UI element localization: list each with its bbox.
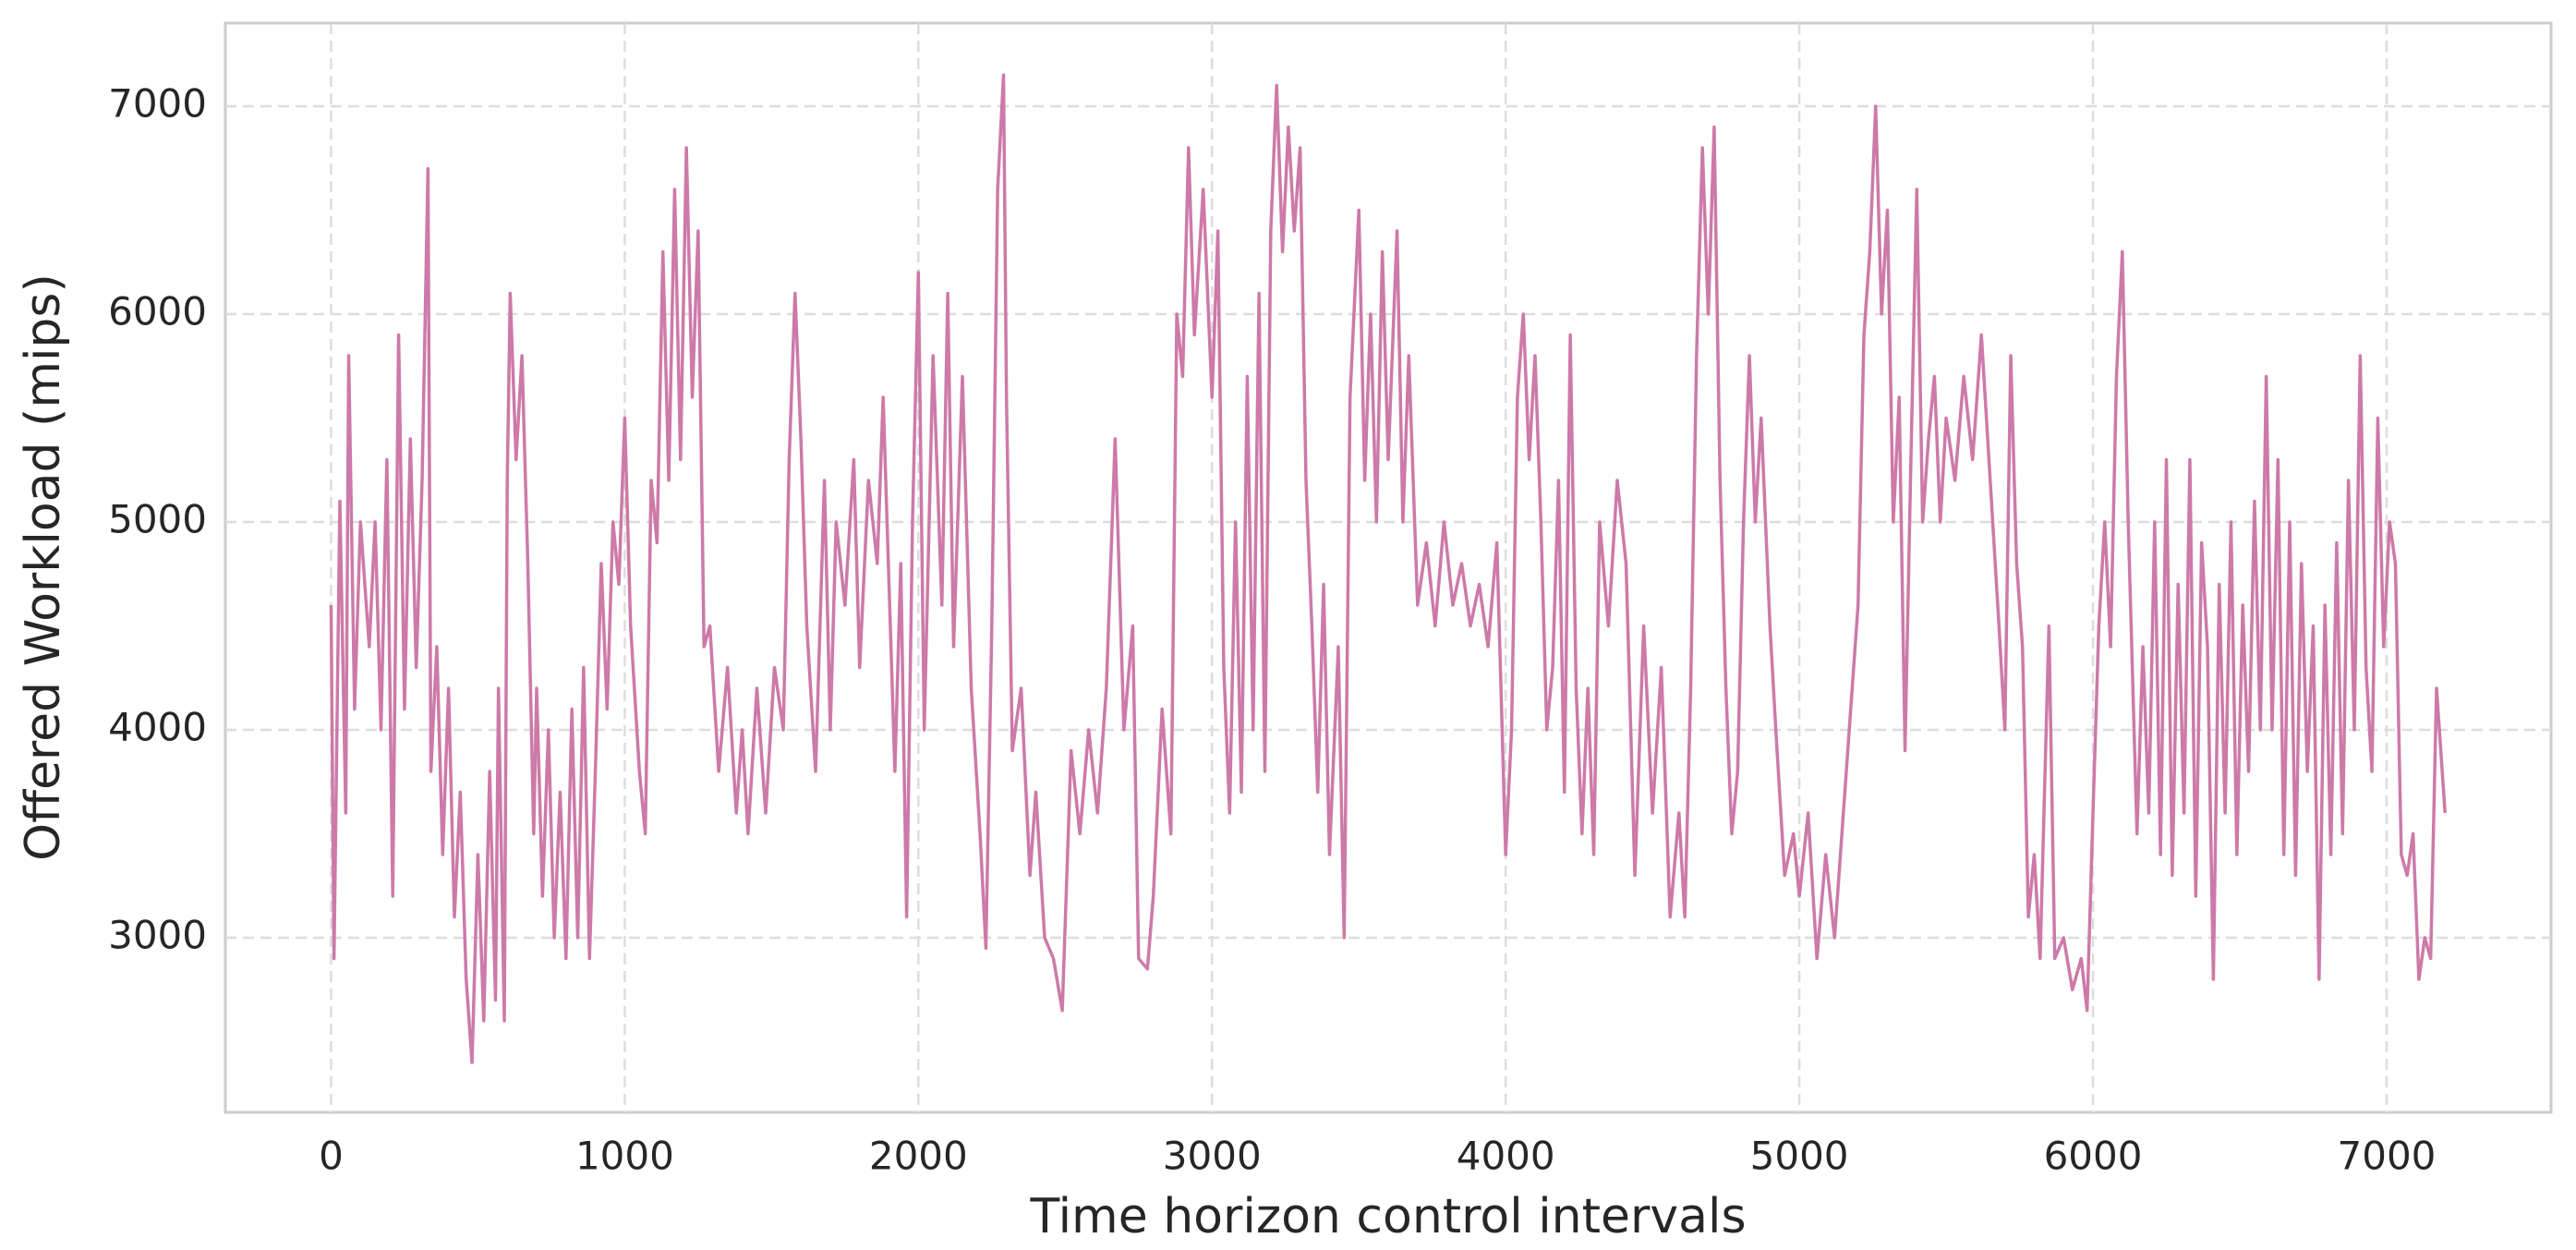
line bbox=[329, 73, 2447, 1064]
x-axis-label: Time horizon control intervals bbox=[1029, 1189, 1746, 1244]
y-tick-label: 7000 bbox=[108, 81, 207, 127]
y-tick-label: 6000 bbox=[108, 289, 207, 334]
y-tick-label: 5000 bbox=[108, 497, 207, 542]
x-tick-label: 4000 bbox=[1457, 1134, 1555, 1179]
x-tick-label: 2000 bbox=[869, 1134, 968, 1179]
x-tick-label: 1000 bbox=[575, 1134, 674, 1179]
x-tick-label: 7000 bbox=[2338, 1134, 2437, 1179]
x-tick-label: 3000 bbox=[1163, 1134, 1262, 1179]
y-tick-label: 3000 bbox=[108, 913, 207, 958]
y-axis-label: Offered Workload (mips) bbox=[16, 273, 71, 861]
y-tick-label: 4000 bbox=[108, 705, 207, 750]
x-tick-label: 5000 bbox=[1750, 1134, 1849, 1179]
x-tick-label: 0 bbox=[319, 1134, 344, 1179]
x-tick-label: 6000 bbox=[2044, 1134, 2143, 1179]
